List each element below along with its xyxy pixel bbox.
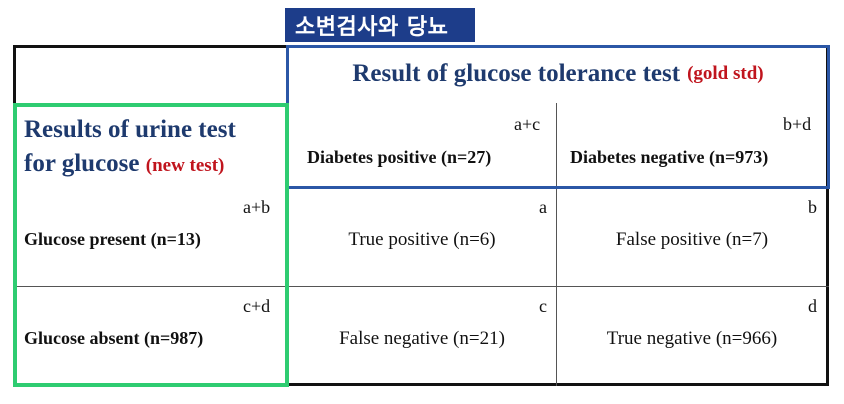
row-header-group: Results of urine test for glucose (new t… [24, 113, 286, 183]
cell-corner-label: a+c [514, 114, 541, 134]
gold-standard-highlight [286, 45, 830, 189]
cell-corner-label: c [539, 296, 547, 316]
row-header-title-line1: Results of urine test [24, 116, 236, 143]
divider [13, 286, 829, 287]
divider [556, 103, 557, 386]
table-cell: True positive (n=6) [348, 229, 496, 250]
row-label: Glucose absent (n=987) [24, 328, 204, 348]
row-header-subtitle: (new test) [145, 155, 225, 176]
table-cell: True negative (n=966) [606, 328, 778, 349]
column-label: Diabetes positive (n=27) [307, 147, 492, 167]
cell-corner-label: c+d [243, 296, 271, 316]
cell-corner-label: a+b [243, 197, 271, 217]
column-header-group: Result of glucose tolerance test (gold s… [287, 45, 829, 103]
title-tag: 소변검사와 당뇨 [285, 8, 475, 42]
new-test-highlight [13, 103, 289, 387]
cell-corner-label: a [539, 197, 547, 217]
table-cell: False negative (n=21) [339, 328, 505, 349]
column-header-subtitle: (gold std) [687, 63, 764, 84]
row-header-title-line2: for glucose [24, 150, 140, 177]
cell-corner-label: b [808, 197, 817, 217]
column-label: Diabetes negative (n=973) [570, 147, 769, 167]
column-header-title: Result of glucose tolerance test [352, 60, 681, 87]
cell-corner-label: b+d [783, 114, 812, 134]
table-cell: False positive (n=7) [615, 229, 769, 250]
cell-corner-label: d [808, 296, 817, 316]
row-label: Glucose present (n=13) [24, 229, 201, 249]
